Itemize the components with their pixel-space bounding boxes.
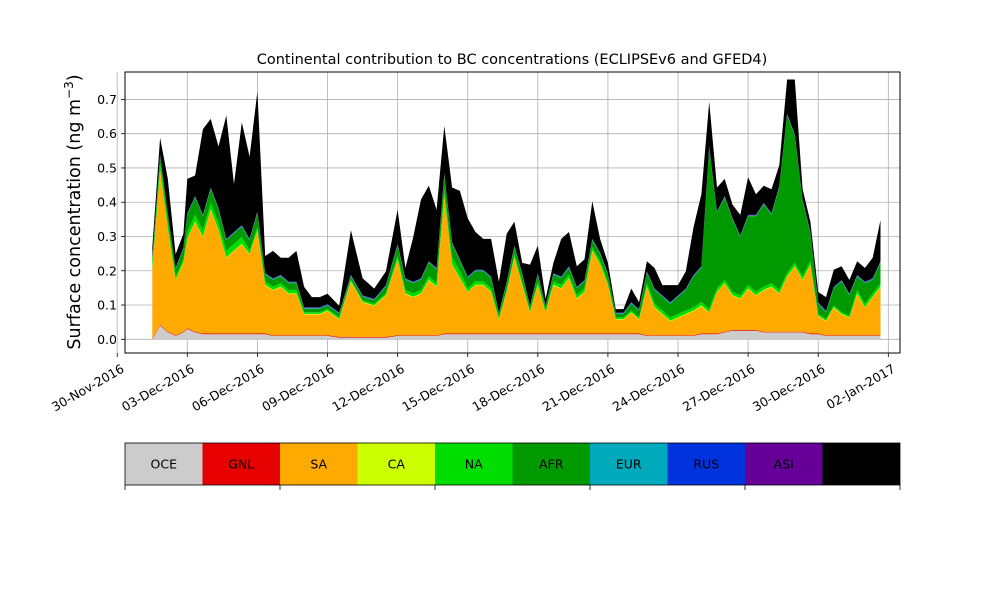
legend-swatch-na [435, 443, 513, 485]
x-tick-label: 15-Dec-2016 [399, 361, 477, 414]
legend-label-eur: EUR [616, 457, 642, 472]
x-tick-label: 09-Dec-2016 [259, 361, 337, 414]
legend-frame [124, 442, 901, 486]
legend-label-sa: SA [310, 457, 327, 472]
legend-label-asi: ASI [774, 457, 794, 472]
legend-label-aus: AUS [848, 457, 874, 472]
x-tick-label: 24-Dec-2016 [610, 361, 688, 414]
series-area-sa [152, 170, 881, 339]
x-tick-label: 30-Nov-2016 [49, 361, 127, 414]
x-tick-label: 21-Dec-2016 [540, 361, 618, 414]
legend-swatch-eur [590, 443, 668, 485]
y-tick-label: 0.3 [97, 229, 117, 244]
y-axis-label-unit-exponent: −3 [62, 81, 76, 99]
legend-swatch-rus [667, 443, 745, 485]
x-tick-label: 06-Dec-2016 [189, 361, 267, 414]
plot-frame [124, 71, 901, 354]
legend-label-rus: RUS [693, 457, 719, 472]
legend-label-ca: CA [388, 457, 406, 472]
x-tick-label: 02-Jan-2017 [824, 361, 898, 412]
legend-swatch-sa [280, 443, 358, 485]
legend-label-na: NA [465, 457, 483, 472]
chart-title: Continental contribution to BC concentra… [257, 52, 768, 68]
x-tick-label: 12-Dec-2016 [329, 361, 407, 414]
legend-colorbar: OCE GNL SA CA NA AFR EUR RUS ASI AUS [124, 442, 901, 490]
y-tick-label: 0.4 [97, 195, 117, 210]
series-area-oce [152, 325, 881, 340]
stacked-areas [152, 79, 881, 340]
x-axis: 30-Nov-201603-Dec-201606-Dec-201609-Dec-… [49, 353, 898, 414]
x-tick-label: 27-Dec-2016 [680, 361, 758, 414]
y-tick-label: 0.6 [97, 126, 117, 141]
y-axis: 0.0 0.1 0.2 0.3 0.4 0.5 0.6 0.7 [97, 92, 125, 347]
legend-swatch-afr [512, 443, 590, 485]
y-tick-label: 0.1 [97, 298, 117, 313]
legend-label-afr: AFR [539, 457, 564, 472]
y-axis-label-close: ) [65, 74, 85, 81]
legend-label-oce: OCE [151, 457, 178, 472]
legend-swatch-asi [745, 443, 823, 485]
legend-swatch-ca [357, 443, 435, 485]
legend-swatch-gnl [202, 443, 280, 485]
y-tick-label: 0.0 [97, 332, 117, 347]
y-tick-label: 0.5 [97, 160, 117, 175]
legend-label-gnl: GNL [228, 457, 254, 472]
y-axis-label-main: Surface concentration (ng m [65, 99, 85, 350]
legend-swatch-oce [125, 443, 203, 485]
x-tick-label: 03-Dec-2016 [119, 361, 197, 414]
x-tick-label: 30-Dec-2016 [750, 361, 828, 414]
legend-swatch-aus [822, 443, 900, 485]
y-tick-label: 0.2 [97, 263, 117, 278]
series-area-aus [152, 79, 881, 313]
y-tick-label: 0.7 [97, 92, 117, 107]
y-axis-label: Surface concentration (ng m−3) [62, 74, 85, 349]
x-tick-label: 18-Dec-2016 [470, 361, 548, 414]
